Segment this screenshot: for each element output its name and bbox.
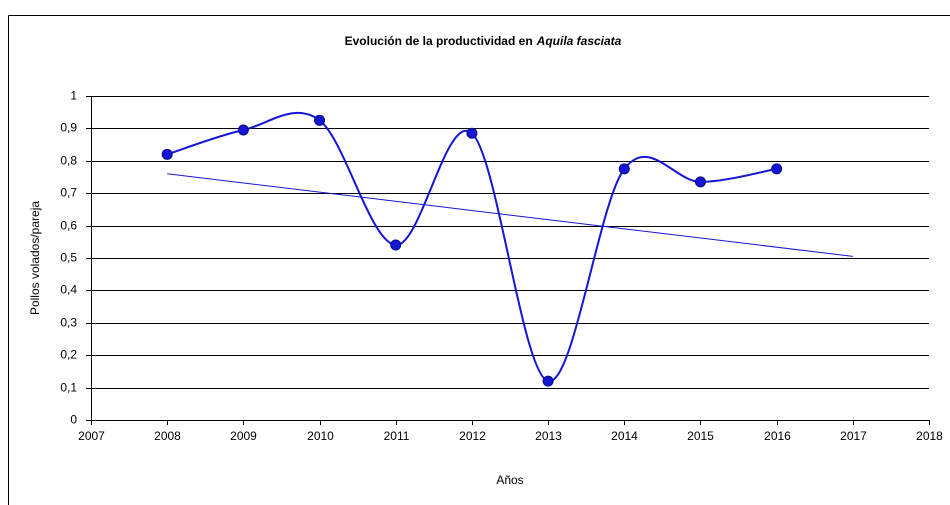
trend-line [167, 173, 853, 257]
data-point [694, 176, 706, 188]
x-tick-label: 2013 [535, 429, 562, 443]
y-tick-label: 0,3 [60, 316, 77, 330]
data-point [618, 163, 630, 175]
x-tick-label: 2014 [611, 429, 638, 443]
x-tick-label: 2016 [764, 429, 791, 443]
title-text: Evolución de la productividad en [345, 34, 533, 48]
x-tick-label: 2018 [916, 429, 943, 443]
data-point [390, 239, 402, 251]
x-tick-label: 2015 [687, 429, 714, 443]
x-tick-label: 2008 [154, 429, 181, 443]
y-tick-label: 0,1 [60, 381, 77, 395]
x-tick-label: 2009 [230, 429, 257, 443]
data-point [771, 163, 783, 175]
chart-title: Evolución de la productividad en Aquila f… [345, 34, 622, 48]
data-line [166, 111, 777, 383]
data-point [161, 148, 173, 160]
y-tick-label: 0 [70, 413, 77, 427]
y-tick-label: 0,6 [60, 219, 77, 233]
title-species: Aquila fasciata [536, 34, 622, 48]
data-point [314, 114, 326, 126]
y-tick-label: 0,5 [60, 251, 77, 265]
y-tick-label: 0,7 [60, 186, 77, 200]
x-tick-label: 2007 [78, 429, 105, 443]
data-point [466, 127, 478, 139]
y-tick-label: 0,9 [60, 121, 77, 135]
data-point [237, 124, 249, 136]
y-tick-label: 1 [70, 89, 77, 103]
x-tick-label: 2011 [384, 429, 410, 443]
y-tick-label: 0,4 [60, 283, 77, 297]
y-tick-label: 0,8 [60, 154, 77, 168]
y-tick-label: 0,2 [60, 348, 77, 362]
y-axis-label: Pollos volados/pareja [28, 201, 42, 315]
x-axis-label: Años [496, 473, 523, 487]
data-point [542, 375, 554, 387]
x-tick-label: 2010 [307, 429, 334, 443]
x-tick-label: 2017 [840, 429, 867, 443]
x-tick-label: 2012 [459, 429, 486, 443]
